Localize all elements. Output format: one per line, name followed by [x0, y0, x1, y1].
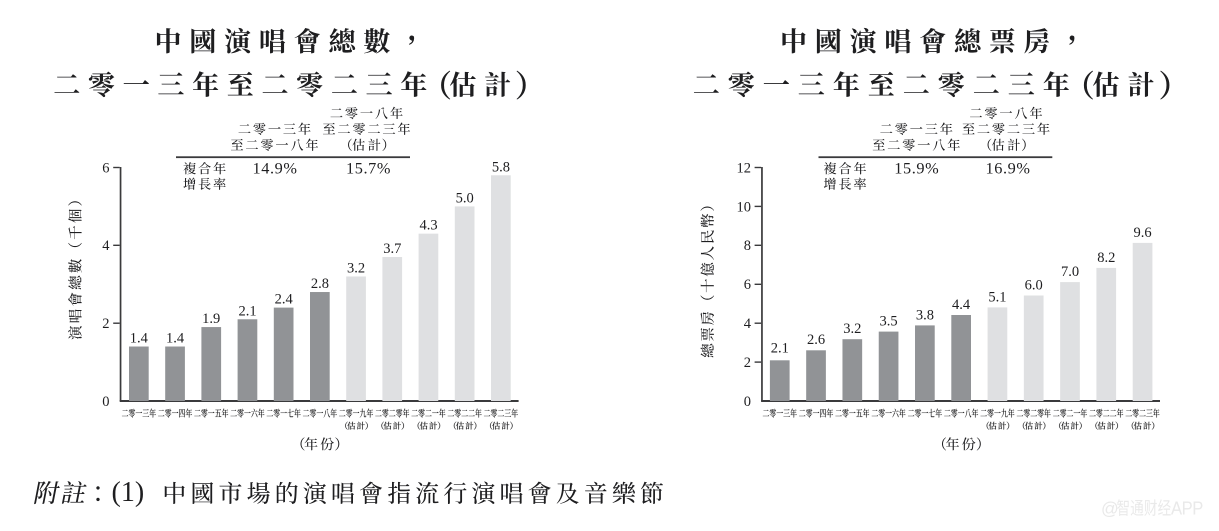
svg-text:2.1: 2.1	[771, 340, 789, 356]
svg-text:15.9%: 15.9%	[894, 158, 939, 177]
svg-text:4.3: 4.3	[419, 218, 437, 234]
svg-text:2.6: 2.6	[807, 332, 825, 348]
svg-text:2: 2	[102, 316, 109, 332]
svg-text:15.7%: 15.7%	[346, 158, 391, 177]
svg-text:3.8: 3.8	[916, 307, 934, 323]
svg-text:7.0: 7.0	[1061, 264, 1079, 280]
svg-text:5.0: 5.0	[456, 190, 474, 206]
svg-text:1.4: 1.4	[130, 331, 149, 347]
svg-text:8: 8	[744, 238, 751, 254]
svg-text:8.2: 8.2	[1097, 250, 1115, 266]
svg-text:APP: APP	[1171, 498, 1203, 519]
svg-text:6: 6	[744, 277, 751, 293]
svg-text:1.4: 1.4	[166, 331, 185, 347]
svg-text:1.9: 1.9	[202, 311, 220, 327]
svg-text:(1): (1)	[112, 477, 145, 508]
svg-text:6: 6	[102, 160, 109, 176]
svg-text:5.8: 5.8	[492, 159, 510, 175]
svg-text:3.7: 3.7	[383, 241, 401, 257]
svg-text:4: 4	[744, 316, 752, 332]
svg-text:12: 12	[737, 160, 752, 176]
svg-text:3.2: 3.2	[347, 261, 365, 277]
svg-text:2.8: 2.8	[311, 276, 329, 292]
svg-text:0: 0	[744, 394, 751, 410]
svg-text:3.5: 3.5	[880, 314, 898, 330]
svg-text:14.9%: 14.9%	[252, 158, 297, 177]
svg-text:@: @	[1101, 499, 1119, 519]
svg-text:4.4: 4.4	[952, 297, 971, 313]
svg-text:0: 0	[102, 394, 109, 410]
svg-text:16.9%: 16.9%	[985, 158, 1030, 177]
svg-text:2: 2	[744, 355, 751, 371]
svg-text:2.4: 2.4	[275, 292, 294, 308]
svg-text:5.1: 5.1	[988, 289, 1006, 305]
svg-text:3.2: 3.2	[843, 321, 861, 337]
svg-text:2.1: 2.1	[238, 303, 256, 319]
svg-text:10: 10	[737, 199, 752, 215]
svg-text:4: 4	[102, 238, 110, 254]
svg-text:6.0: 6.0	[1025, 278, 1043, 294]
svg-text:9.6: 9.6	[1133, 225, 1151, 241]
